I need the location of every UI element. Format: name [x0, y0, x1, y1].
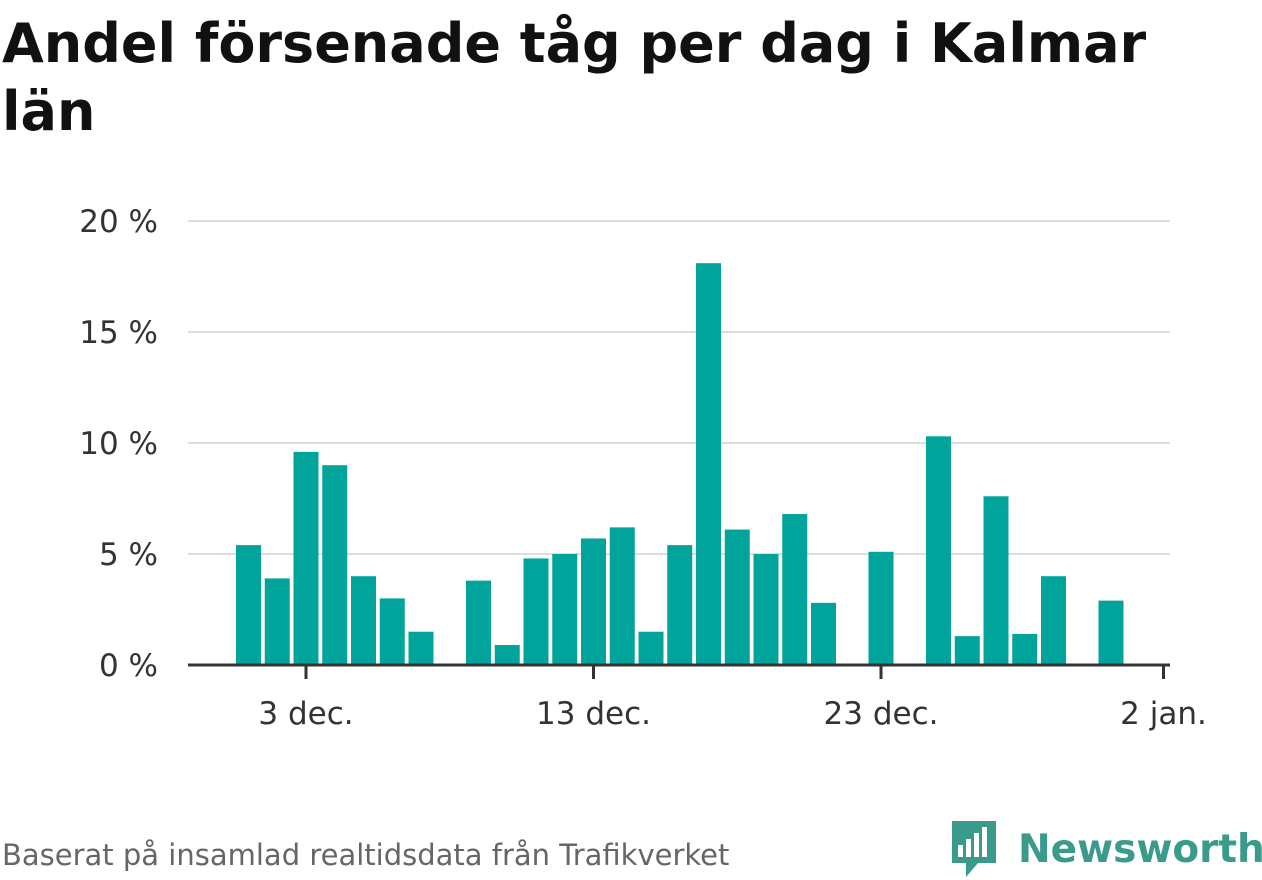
bar [1041, 576, 1066, 665]
bar [782, 514, 808, 665]
bar [1012, 633, 1038, 665]
x-tick-label: 2 jan. [1120, 696, 1207, 732]
bar [322, 465, 348, 665]
bar [523, 558, 549, 665]
x-tick-label: 23 dec. [824, 696, 939, 732]
bar [236, 545, 261, 665]
bar [552, 554, 578, 665]
y-tick-label: 0 % [99, 648, 158, 684]
bar [581, 538, 606, 665]
bar [638, 631, 664, 665]
brand-name: Newsworthy [1018, 826, 1262, 872]
bar-chart: 0 % 5 % 10 % 15 % 20 % 3 dec. 13 dec. 23 dec. 2… [79, 204, 1207, 732]
bar [264, 578, 290, 665]
y-tick-label: 5 % [99, 537, 158, 573]
x-tick-label: 3 dec. [258, 696, 353, 732]
bar [753, 554, 779, 665]
bar [667, 545, 693, 665]
bar [379, 598, 405, 665]
newsworthy-logo-icon [952, 821, 996, 877]
brand-logo: Newsworthy [948, 818, 1262, 880]
x-axis-labels: 3 dec. 13 dec. 23 dec. 2 jan. [258, 696, 1206, 732]
bar [1098, 600, 1124, 665]
bar [954, 636, 980, 665]
x-axis [188, 663, 1170, 679]
y-tick-label: 20 % [79, 204, 158, 240]
bar [811, 602, 836, 665]
bar [983, 496, 1009, 665]
y-axis-labels: 0 % 5 % 10 % 15 % 20 % [79, 204, 158, 684]
y-tick-label: 15 % [79, 315, 158, 351]
x-tick-label: 13 dec. [536, 696, 651, 732]
chart-title: Andel försenade tåg per dag i Kalmar län [2, 12, 1147, 143]
bar [351, 576, 376, 665]
bar [494, 645, 520, 665]
y-tick-label: 10 % [79, 426, 158, 462]
bar [696, 263, 721, 665]
source-note: Baserat på insamlad realtidsdata från Tr… [2, 838, 730, 872]
bar [466, 580, 491, 665]
bar [293, 451, 319, 665]
bar [724, 529, 750, 665]
bar [926, 436, 951, 665]
bar [609, 527, 635, 665]
bar [868, 551, 894, 665]
bars [236, 263, 1124, 665]
bar [408, 631, 434, 665]
